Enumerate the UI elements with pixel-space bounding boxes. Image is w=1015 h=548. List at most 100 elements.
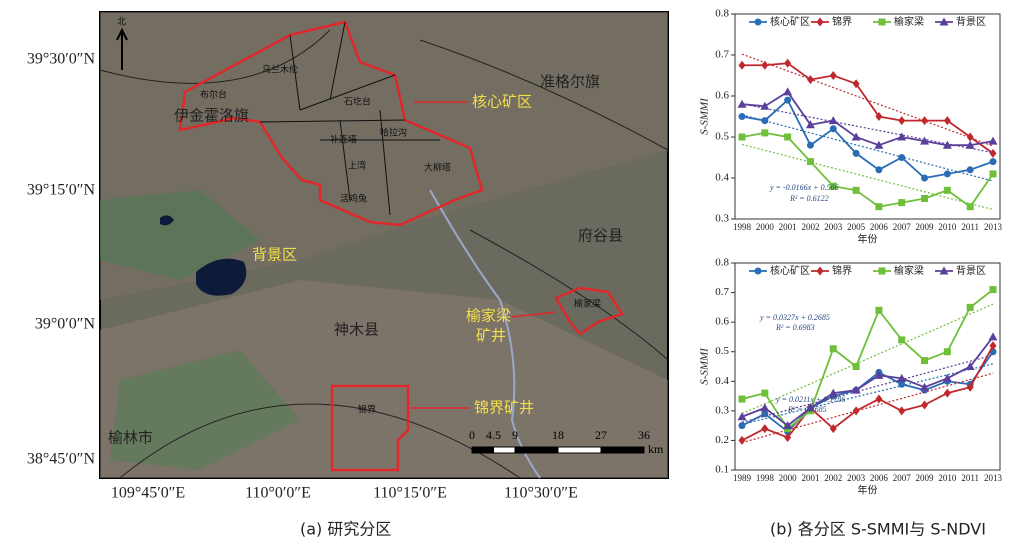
north-label: 北 xyxy=(117,17,126,28)
x-axis-label: 年份 xyxy=(858,232,878,245)
point xyxy=(990,158,997,165)
lon-label: 110°30′0″E xyxy=(504,485,578,502)
point xyxy=(921,400,928,409)
caption: (a) 研究分区 xyxy=(300,520,391,539)
x-tick-label: 2010 xyxy=(938,473,957,483)
y-tick-label: 0.3 xyxy=(715,404,729,416)
figure: 北 准格尔旗 伊金霍洛旗 核心矿区 背景区 府谷县 榆家梁 矿井 神木县 锦界矿… xyxy=(0,0,1015,548)
point xyxy=(761,390,768,397)
point xyxy=(761,129,768,136)
point xyxy=(990,286,997,293)
x-tick-label: 2011 xyxy=(961,222,979,232)
point xyxy=(761,424,768,433)
point xyxy=(921,357,928,364)
annotation: y = 0.0327x + 0.2685 xyxy=(759,313,830,322)
x-axis-label: 年份 xyxy=(858,483,878,496)
subarea-label: 石圪台 xyxy=(344,96,371,108)
x-tick-label: 2005 xyxy=(847,222,866,232)
place-label: 核心矿区 xyxy=(472,93,532,111)
point xyxy=(967,133,974,142)
point xyxy=(944,116,951,125)
subarea-label: 哈拉沟 xyxy=(380,127,407,139)
scale-label: 27 xyxy=(595,428,607,442)
x-tick-label: 2011 xyxy=(961,473,979,483)
subarea-label: 锦界 xyxy=(358,404,376,416)
point xyxy=(898,199,905,206)
point xyxy=(897,133,906,141)
subarea-label: 布尔台 xyxy=(200,89,227,101)
scale-label: 4.5 xyxy=(486,428,501,442)
scale-label: 36 xyxy=(638,428,650,442)
y-tick-label: 0.6 xyxy=(715,90,729,102)
y-tick-label: 0.3 xyxy=(715,213,729,225)
subarea-label: 补连塔 xyxy=(330,134,357,146)
annotation: y = 0.0211x + 0.1786 xyxy=(775,395,845,404)
point xyxy=(921,175,928,182)
scale-segment xyxy=(494,447,516,453)
place-label: 榆家梁 xyxy=(466,307,511,325)
annotation: R² = 0.7685 xyxy=(787,405,827,414)
y-tick-label: 0.1 xyxy=(715,464,729,476)
x-tick-label: 2003 xyxy=(824,222,843,232)
trend-line xyxy=(742,355,993,422)
point xyxy=(944,170,951,177)
y-tick-label: 0.5 xyxy=(715,131,729,143)
scale-segment xyxy=(601,447,644,453)
point xyxy=(807,75,814,84)
legend-marker xyxy=(817,267,824,276)
point xyxy=(739,61,746,70)
legend-label: 背景区 xyxy=(956,264,986,277)
legend-label: 锦界 xyxy=(832,264,852,277)
point xyxy=(784,134,791,141)
legend-marker xyxy=(755,19,762,26)
subarea-label: 乌兰木伦 xyxy=(262,64,298,76)
place-label: 榆林市 xyxy=(108,429,153,447)
subarea-label: 榆家梁 xyxy=(574,298,601,310)
x-tick-label: 2002 xyxy=(801,222,819,232)
point xyxy=(967,203,974,210)
legend-marker xyxy=(755,268,762,275)
y-tick-label: 0.8 xyxy=(715,257,729,269)
point xyxy=(739,422,746,429)
point xyxy=(898,154,905,161)
x-tick-label: 2009 xyxy=(916,473,935,483)
point xyxy=(875,307,882,314)
lat-label: 39°15′0″N xyxy=(27,182,96,199)
point xyxy=(829,116,838,124)
y-tick-label: 0.5 xyxy=(715,345,729,357)
scale-segment xyxy=(472,447,494,453)
series-line xyxy=(742,100,993,178)
x-tick-label: 2009 xyxy=(916,222,935,232)
annotation: R² = 0.6122 xyxy=(789,194,829,203)
scale-segment xyxy=(515,447,558,453)
place-label: 背景区 xyxy=(252,246,297,264)
x-tick-label: 2006 xyxy=(870,222,889,232)
point xyxy=(783,87,792,95)
point xyxy=(944,187,951,194)
point xyxy=(739,396,746,403)
x-tick-label: 2001 xyxy=(779,222,797,232)
point xyxy=(921,195,928,202)
y-axis-label: S-SMMI xyxy=(699,97,711,135)
place-label: 伊金霍洛旗 xyxy=(174,107,249,125)
y-tick-label: 0.4 xyxy=(715,172,729,184)
x-tick-label: 1998 xyxy=(756,473,775,483)
legend-marker xyxy=(879,268,886,275)
annotation: R² = 0.6983 xyxy=(775,323,815,332)
lat-label: 39°30′0″N xyxy=(27,51,96,68)
y-tick-label: 0.6 xyxy=(715,316,729,328)
point xyxy=(967,304,974,311)
place-label: 府谷县 xyxy=(578,227,623,245)
y-tick-label: 0.8 xyxy=(715,8,729,20)
point xyxy=(853,363,860,370)
point xyxy=(944,348,951,355)
plot-frame xyxy=(735,263,1000,470)
point xyxy=(739,113,746,120)
x-tick-label: 2007 xyxy=(893,222,912,232)
point xyxy=(853,406,860,415)
point xyxy=(784,59,791,68)
point xyxy=(967,166,974,173)
point xyxy=(944,389,951,398)
point xyxy=(761,117,768,124)
point xyxy=(853,187,860,194)
